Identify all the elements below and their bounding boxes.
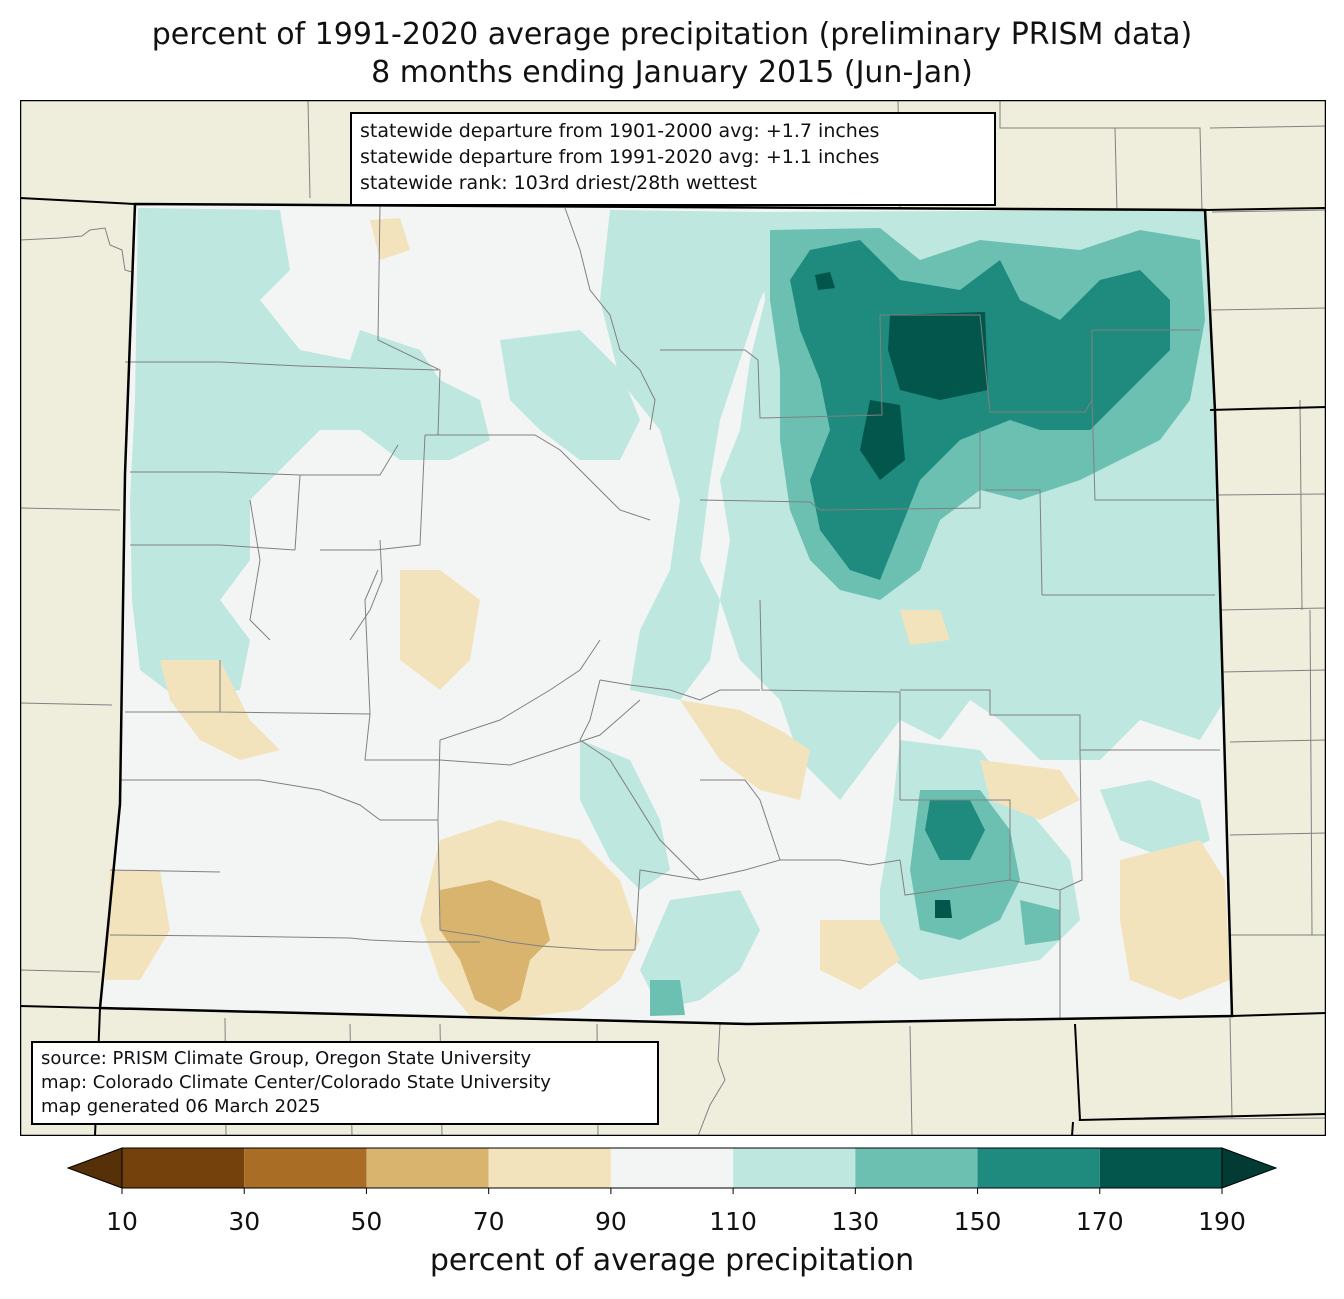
colorbar-tick-label: 150 [953, 1207, 1002, 1236]
map-credit-line: map: Colorado Climate Center/Colorado St… [41, 1072, 551, 1093]
colorado-county-lines [109, 204, 1220, 1020]
precip-shading [105, 208, 1230, 1018]
source-line: source: PRISM Climate Group, Oregon Stat… [41, 1048, 532, 1069]
colorbar-tick-label: 10 [106, 1207, 138, 1236]
stats-departure-1991-2020: statewide departure from 1991-2020 avg: … [360, 146, 880, 168]
colorbar-tick-label: 90 [594, 1207, 627, 1236]
colorbar-segment [1099, 1148, 1222, 1188]
colorbar-tick-label: 170 [1075, 1207, 1124, 1236]
precipitation-map [20, 100, 1326, 1136]
colorbar-frame [121, 1147, 1223, 1189]
colorado-border [98, 202, 1234, 1026]
source-box: source: PRISM Climate Group, Oregon Stat… [31, 1041, 659, 1125]
map-title-line1: percent of 1991-2020 average precipitati… [151, 17, 1193, 52]
colorbar-tick-label: 130 [831, 1207, 880, 1236]
colorbar-segment [244, 1148, 367, 1188]
statewide-stats-box: statewide departure from 1901-2000 avg: … [350, 112, 996, 206]
stats-departure-1901-2000: statewide departure from 1901-2000 avg: … [360, 120, 880, 142]
colorbar-segment [610, 1148, 734, 1188]
colorbar-tick-label: 30 [228, 1207, 261, 1236]
colorbar-segment [488, 1148, 611, 1188]
colorbar-segment [366, 1148, 489, 1188]
map-frame [20, 100, 1326, 1136]
colorbar-tick-label: 70 [472, 1207, 505, 1236]
colorbar [66, 1147, 1278, 1194]
colorbar-tick-label: 190 [1198, 1207, 1246, 1236]
colorbar-segment [977, 1148, 1100, 1188]
colorbar-over-arrow [1221, 1147, 1278, 1189]
generated-date-line: map generated 06 March 2025 [41, 1096, 321, 1117]
colorbar-tick-label: 110 [709, 1207, 757, 1236]
colorbar-tick-label: 50 [350, 1207, 383, 1236]
colorbar-label: percent of average precipitation [429, 1243, 915, 1278]
map-title-line2: 8 months ending January 2015 (Jun-Jan) [371, 55, 973, 90]
colorbar-under-arrow [66, 1147, 123, 1189]
colorbar-segment [855, 1148, 978, 1188]
colorbar-segment [122, 1148, 245, 1188]
stats-rank: statewide rank: 103rd driest/28th wettes… [360, 172, 757, 194]
colorbar-segment [733, 1148, 856, 1188]
